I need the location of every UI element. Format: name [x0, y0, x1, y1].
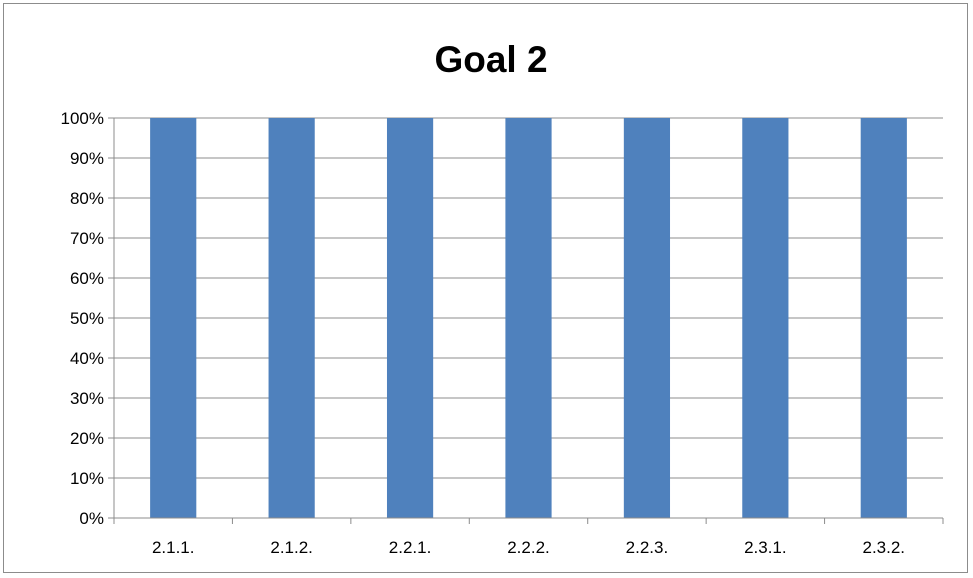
- chart-title: Goal 2: [434, 39, 547, 80]
- y-tick-label: 30%: [70, 389, 104, 408]
- bars: [150, 118, 907, 518]
- y-tick-label: 20%: [70, 429, 104, 448]
- y-tick-label: 60%: [70, 269, 104, 288]
- x-tick-label: 2.3.2.: [863, 538, 906, 557]
- y-tick-label: 10%: [70, 469, 104, 488]
- bar: [268, 118, 315, 518]
- y-tick-label: 50%: [70, 309, 104, 328]
- y-tick-label: 0%: [79, 509, 104, 528]
- x-tick-label: 2.3.1.: [744, 538, 787, 557]
- bar: [505, 118, 552, 518]
- bar: [742, 118, 789, 518]
- x-tick-label: 2.2.2.: [507, 538, 550, 557]
- x-tick-labels: 2.1.1. 2.1.2. 2.2.1. 2.2.2. 2.2.3. 2.3.1. 2.3.…: [152, 538, 905, 557]
- x-tick-label: 2.1.2.: [270, 538, 313, 557]
- y-tick-label: 70%: [70, 229, 104, 248]
- x-tick-label: 2.2.3.: [626, 538, 669, 557]
- x-tick-label: 2.1.1.: [152, 538, 195, 557]
- bar: [623, 118, 671, 518]
- axes: [113, 118, 944, 524]
- y-tick-label: 40%: [70, 349, 104, 368]
- y-tick-label: 100%: [61, 109, 104, 128]
- y-tick-labels: 0% 10% 20% 30% 40% 50% 60% 70% 80% 90% 100%: [61, 109, 104, 528]
- x-tick-label: 2.2.1.: [389, 538, 432, 557]
- bar: [150, 118, 197, 518]
- y-tick-label: 90%: [70, 149, 104, 168]
- bar: [860, 118, 907, 518]
- y-tick-label: 80%: [70, 189, 104, 208]
- bar: [386, 118, 434, 518]
